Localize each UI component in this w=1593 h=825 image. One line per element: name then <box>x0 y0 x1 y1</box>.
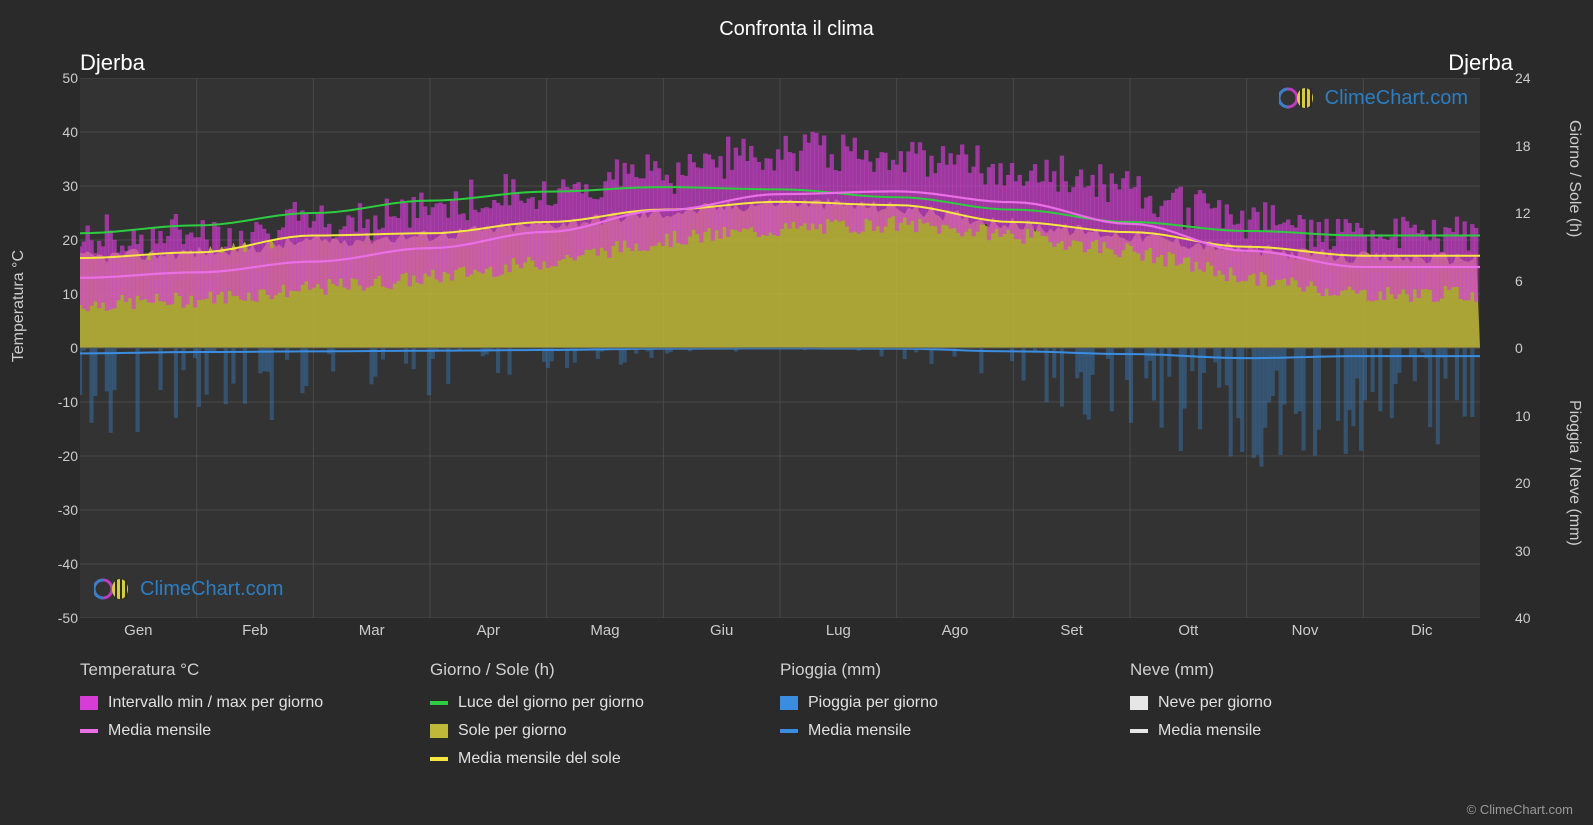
legend-item: Pioggia per giorno <box>780 694 1110 712</box>
y-left-tick: 20 <box>40 232 78 248</box>
legend-item: Media mensile <box>80 722 410 740</box>
watermark-top: ClimeChart.com <box>1279 86 1468 110</box>
legend-swatch <box>430 701 448 705</box>
y-left-tick: 0 <box>40 340 78 356</box>
chart-svg <box>80 78 1480 618</box>
legend-column: Neve (mm) Neve per giorno Media mensile <box>1130 660 1480 778</box>
y-axis-right: 0612182410203040 <box>1515 78 1553 618</box>
y-right-tick: 30 <box>1515 543 1553 559</box>
copyright-text: © ClimeChart.com <box>1467 802 1573 817</box>
location-label-left: Djerba <box>80 50 145 76</box>
legend-column: Giorno / Sole (h) Luce del giorno per gio… <box>430 660 780 778</box>
x-tick: Feb <box>242 622 268 639</box>
x-tick: Mag <box>590 622 619 639</box>
legend-swatch <box>1130 729 1148 733</box>
legend-column: Pioggia (mm) Pioggia per giorno Media mens… <box>780 660 1130 778</box>
x-tick: Nov <box>1292 622 1319 639</box>
x-tick: Gen <box>124 622 152 639</box>
y-left-tick: 30 <box>40 178 78 194</box>
legend-item: Sole per giorno <box>430 722 760 740</box>
y-left-tick: 50 <box>40 70 78 86</box>
y-left-tick: -40 <box>40 556 78 572</box>
y-left-tick: -20 <box>40 448 78 464</box>
legend-swatch <box>780 729 798 733</box>
legend-item: Media mensile <box>780 722 1110 740</box>
legend-swatch <box>780 696 798 710</box>
legend-label: Media mensile <box>1158 722 1261 740</box>
watermark-text: ClimeChart.com <box>140 578 283 601</box>
x-tick: Giu <box>710 622 733 639</box>
y-right-tick: 20 <box>1515 475 1553 491</box>
y-right-tick: 0 <box>1515 340 1553 356</box>
legend-swatch <box>80 729 98 733</box>
legend-item: Intervallo min / max per giorno <box>80 694 410 712</box>
x-tick: Lug <box>826 622 851 639</box>
watermark-text: ClimeChart.com <box>1325 87 1468 110</box>
y-axis-left: -50-40-30-20-1001020304050 <box>40 78 78 618</box>
x-tick: Apr <box>477 622 500 639</box>
legend-header: Temperatura °C <box>80 660 410 680</box>
y-right-tick: 40 <box>1515 610 1553 626</box>
legend: Temperatura °C Intervallo min / max per g… <box>80 660 1480 778</box>
chart-title: Confronta il clima <box>0 0 1593 41</box>
legend-label: Media mensile <box>108 722 211 740</box>
y-axis-right-top-label: Giorno / Sole (h) <box>1565 120 1583 237</box>
x-tick: Ago <box>942 622 969 639</box>
legend-label: Media mensile <box>808 722 911 740</box>
legend-item: Media mensile <box>1130 722 1460 740</box>
y-right-tick: 12 <box>1515 205 1553 221</box>
legend-header: Giorno / Sole (h) <box>430 660 760 680</box>
climechart-logo-icon <box>1279 86 1319 110</box>
x-tick: Set <box>1060 622 1083 639</box>
climechart-logo-icon <box>94 577 134 601</box>
y-left-tick: -30 <box>40 502 78 518</box>
legend-swatch <box>430 724 448 738</box>
legend-column: Temperatura °C Intervallo min / max per g… <box>80 660 430 778</box>
legend-label: Pioggia per giorno <box>808 694 938 712</box>
y-axis-left-label: Temperatura °C <box>10 250 28 362</box>
x-tick: Mar <box>359 622 385 639</box>
y-right-tick: 24 <box>1515 70 1553 86</box>
y-left-tick: 10 <box>40 286 78 302</box>
legend-swatch <box>80 696 98 710</box>
y-right-tick: 10 <box>1515 408 1553 424</box>
chart-container: ClimeChart.com ClimeChart.com <box>80 78 1480 643</box>
y-left-tick: -10 <box>40 394 78 410</box>
legend-label: Media mensile del sole <box>458 750 621 768</box>
legend-header: Neve (mm) <box>1130 660 1460 680</box>
y-right-tick: 18 <box>1515 138 1553 154</box>
legend-swatch <box>1130 696 1148 710</box>
x-tick: Ott <box>1178 622 1198 639</box>
legend-item: Neve per giorno <box>1130 694 1460 712</box>
location-label-right: Djerba <box>1448 50 1513 76</box>
y-axis-right-bottom-label: Pioggia / Neve (mm) <box>1565 400 1583 546</box>
watermark-bottom: ClimeChart.com <box>94 577 283 601</box>
y-left-tick: -50 <box>40 610 78 626</box>
legend-header: Pioggia (mm) <box>780 660 1110 680</box>
x-axis: Gen Feb Mar Apr Mag Giu Lug Ago Set Ott Nov Dic <box>80 622 1480 646</box>
legend-item: Media mensile del sole <box>430 750 760 768</box>
legend-item: Luce del giorno per giorno <box>430 694 760 712</box>
x-tick: Dic <box>1411 622 1433 639</box>
legend-swatch <box>430 757 448 761</box>
legend-label: Intervallo min / max per giorno <box>108 694 323 712</box>
y-right-tick: 6 <box>1515 273 1553 289</box>
legend-label: Sole per giorno <box>458 722 567 740</box>
y-left-tick: 40 <box>40 124 78 140</box>
legend-label: Neve per giorno <box>1158 694 1272 712</box>
legend-label: Luce del giorno per giorno <box>458 694 644 712</box>
